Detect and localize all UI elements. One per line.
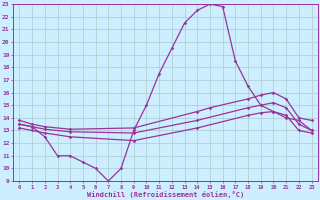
X-axis label: Windchill (Refroidissement éolien,°C): Windchill (Refroidissement éolien,°C) xyxy=(87,191,244,198)
